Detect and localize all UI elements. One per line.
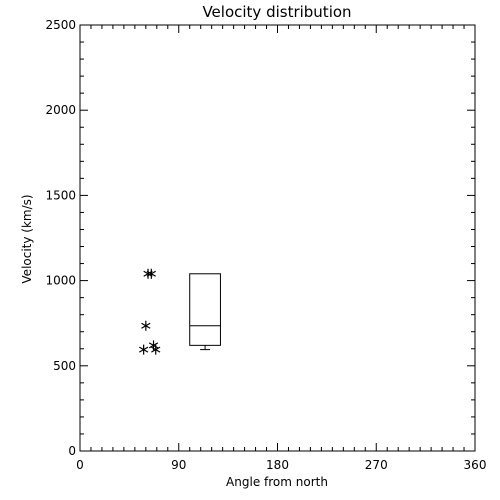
- asterisk-stroke: [151, 346, 161, 353]
- asterisk-point: [139, 344, 149, 355]
- asterisk-stroke: [146, 270, 156, 277]
- y-tick-label: 1000: [45, 274, 76, 288]
- y-tick-label: 2000: [45, 103, 76, 117]
- x-tick-label: 90: [171, 458, 186, 472]
- x-tick-label: 180: [266, 458, 289, 472]
- asterisk-point: [146, 268, 156, 279]
- asterisk-point: [141, 320, 151, 331]
- asterisk-stroke: [141, 322, 151, 329]
- box-plot: [189, 273, 221, 351]
- y-tick-label: 500: [53, 359, 76, 373]
- y-tick-label: 0: [68, 444, 76, 458]
- asterisk-stroke: [148, 342, 159, 349]
- plot-frame: [79, 24, 476, 452]
- x-tick-label: 360: [464, 458, 487, 472]
- y-tick-label: 1500: [45, 188, 76, 202]
- x-tick-label: 270: [365, 458, 388, 472]
- y-axis-label: Velocity (km/s): [20, 194, 34, 283]
- chart-title: Velocity distribution: [202, 3, 351, 21]
- box-iqr: [189, 273, 221, 346]
- asterisk-point: [151, 344, 161, 355]
- scatter-points: [139, 268, 161, 355]
- axis-ticks: [79, 24, 476, 452]
- x-axis-label: Angle from north: [226, 475, 328, 489]
- y-tick-label: 2500: [45, 18, 76, 32]
- x-tick-label: 0: [76, 458, 84, 472]
- asterisk-stroke: [139, 346, 149, 353]
- tick-labels: 0 90 180 270 360 0 500 1000 1500 2000 2500: [45, 18, 486, 472]
